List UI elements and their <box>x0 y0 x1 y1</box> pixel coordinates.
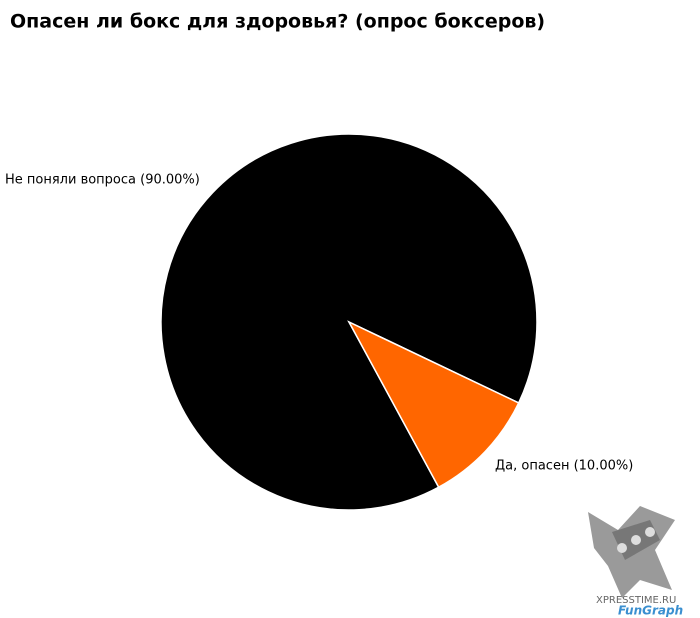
watermark-site: XPRESSTIME.RU <box>596 595 676 606</box>
slice-label: Не поняли вопроса (90.00%) <box>5 173 200 188</box>
pie-slice <box>347 320 520 489</box>
watermark-logo <box>588 506 675 598</box>
chart-title: Опасен ли бокс для здоровья? (опрос бокс… <box>10 11 545 33</box>
slice-label: Да, опасен (10.00%) <box>495 459 633 474</box>
watermark-brand: FunGraph <box>618 604 683 618</box>
